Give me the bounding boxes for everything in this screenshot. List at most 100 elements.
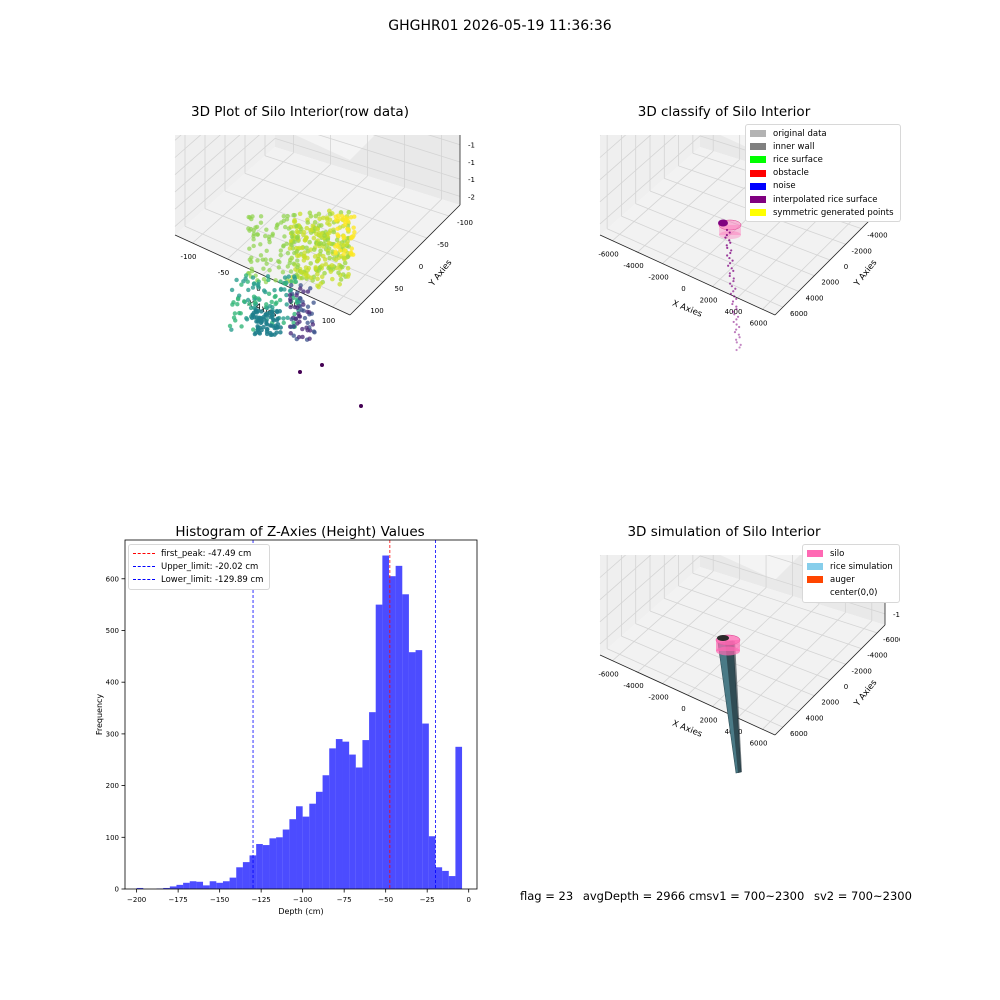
interpolated-point [726,254,729,257]
raw-point [249,216,254,222]
interpolated-point [729,292,732,295]
histogram-bar [349,754,356,889]
raw-point [269,309,275,315]
raw-point [293,316,299,322]
simulation-surfaces [715,634,742,774]
x-tick-label: -4000 [623,262,643,270]
interpolated-point [739,343,742,346]
raw-point [331,229,337,235]
interpolated-point [727,264,730,267]
raw-point [294,229,300,235]
raw-point [277,260,282,265]
y-tick-label: -2000 [852,247,872,255]
raw-point [235,297,241,302]
raw-point [326,265,331,271]
raw-point [239,282,244,287]
histogram-bar [448,876,456,889]
raw-point [305,320,310,326]
y-tick-label: 500 [106,627,119,635]
z-tick-label: -175 [468,176,475,184]
interpolated-point [733,295,736,298]
raw-point [349,246,354,251]
raw-point [274,223,280,228]
raw-point [316,257,321,263]
y-tick-label: 600 [106,575,119,583]
histogram-bar [322,775,330,889]
raw-outlier-point [320,363,324,367]
y-tick-label: -6000 [883,636,900,644]
interpolated-point [733,313,736,316]
interpolated-point [728,256,731,260]
interpolated-point [728,262,732,265]
raw-point [264,313,270,318]
raw-point [340,264,345,270]
legend-label: rice surface [773,154,823,165]
z-tick-label: -12000 [893,611,900,619]
raw-point [287,260,292,266]
legend-entry: Upper_limit: -20.02 cm [133,560,263,573]
raw-point [266,234,272,239]
raw-point [258,242,263,247]
raw-point [333,249,338,254]
x-tick-label: −100 [293,896,312,904]
raw-point [275,325,280,330]
raw-point [231,300,236,305]
x-tick-label: 50 [289,301,298,309]
raw-point [264,302,269,307]
raw-point [239,324,244,329]
raw-point [271,318,276,323]
raw-point [287,288,293,294]
raw-point [258,320,264,326]
raw-point [312,330,317,335]
histogram-bar [442,870,449,889]
raw-point [302,255,308,260]
histogram-bar [315,791,323,889]
raw-point [311,300,316,305]
y-axis-label: Y Axies [427,258,455,290]
y-tick-label: 50 [395,285,404,293]
histogram-title: Histogram of Z-Axies (Height) Values [175,524,425,540]
y-axis-label: Y Axies [852,258,880,290]
legend-swatch [750,156,766,164]
raw-point [299,275,305,281]
figure-suptitle: GHGHR01 2026-05-19 11:36:36 [388,18,612,34]
raw-point [285,264,290,269]
interpolated-point [731,259,734,262]
histogram-bar [329,748,336,889]
raw-point [272,287,277,293]
histogram-bar [163,887,170,889]
y-tick-label: 2000 [821,279,839,287]
y-tick-label: -4000 [867,232,887,240]
raw-point [302,250,307,256]
histogram-bar [369,712,376,889]
raw-point [335,213,341,218]
raw-point [269,299,274,305]
raw-point [292,239,297,245]
raw-point [335,226,340,231]
raw-point [344,241,350,247]
y-tick-label: 100 [106,834,119,842]
raw-point [278,330,283,335]
legend-entry: Lower_limit: -129.89 cm [133,573,263,586]
raw-point [232,311,238,316]
raw-point [348,251,354,256]
raw-point [268,257,274,262]
interpolated-point [735,328,738,331]
y-axis-label: Y Axies [852,678,880,710]
raw-point [296,253,302,258]
legend-label: obstacle [773,168,809,179]
interpolated-point [730,267,733,270]
histogram-bars [136,555,463,889]
x-tick-label: -50 [218,269,229,277]
y-tick-label: 0 [115,886,119,894]
legend-label: noise [773,181,796,192]
interpolated-point [732,290,735,293]
raw-point [282,234,287,239]
interpolated-point [735,308,738,311]
raw-point [307,239,312,245]
raw-point [284,217,290,222]
y-axis-label: Frequency [95,694,104,736]
y-tick-label: 0 [844,683,848,691]
raw-point [275,322,281,327]
histogram-bar [209,881,217,889]
